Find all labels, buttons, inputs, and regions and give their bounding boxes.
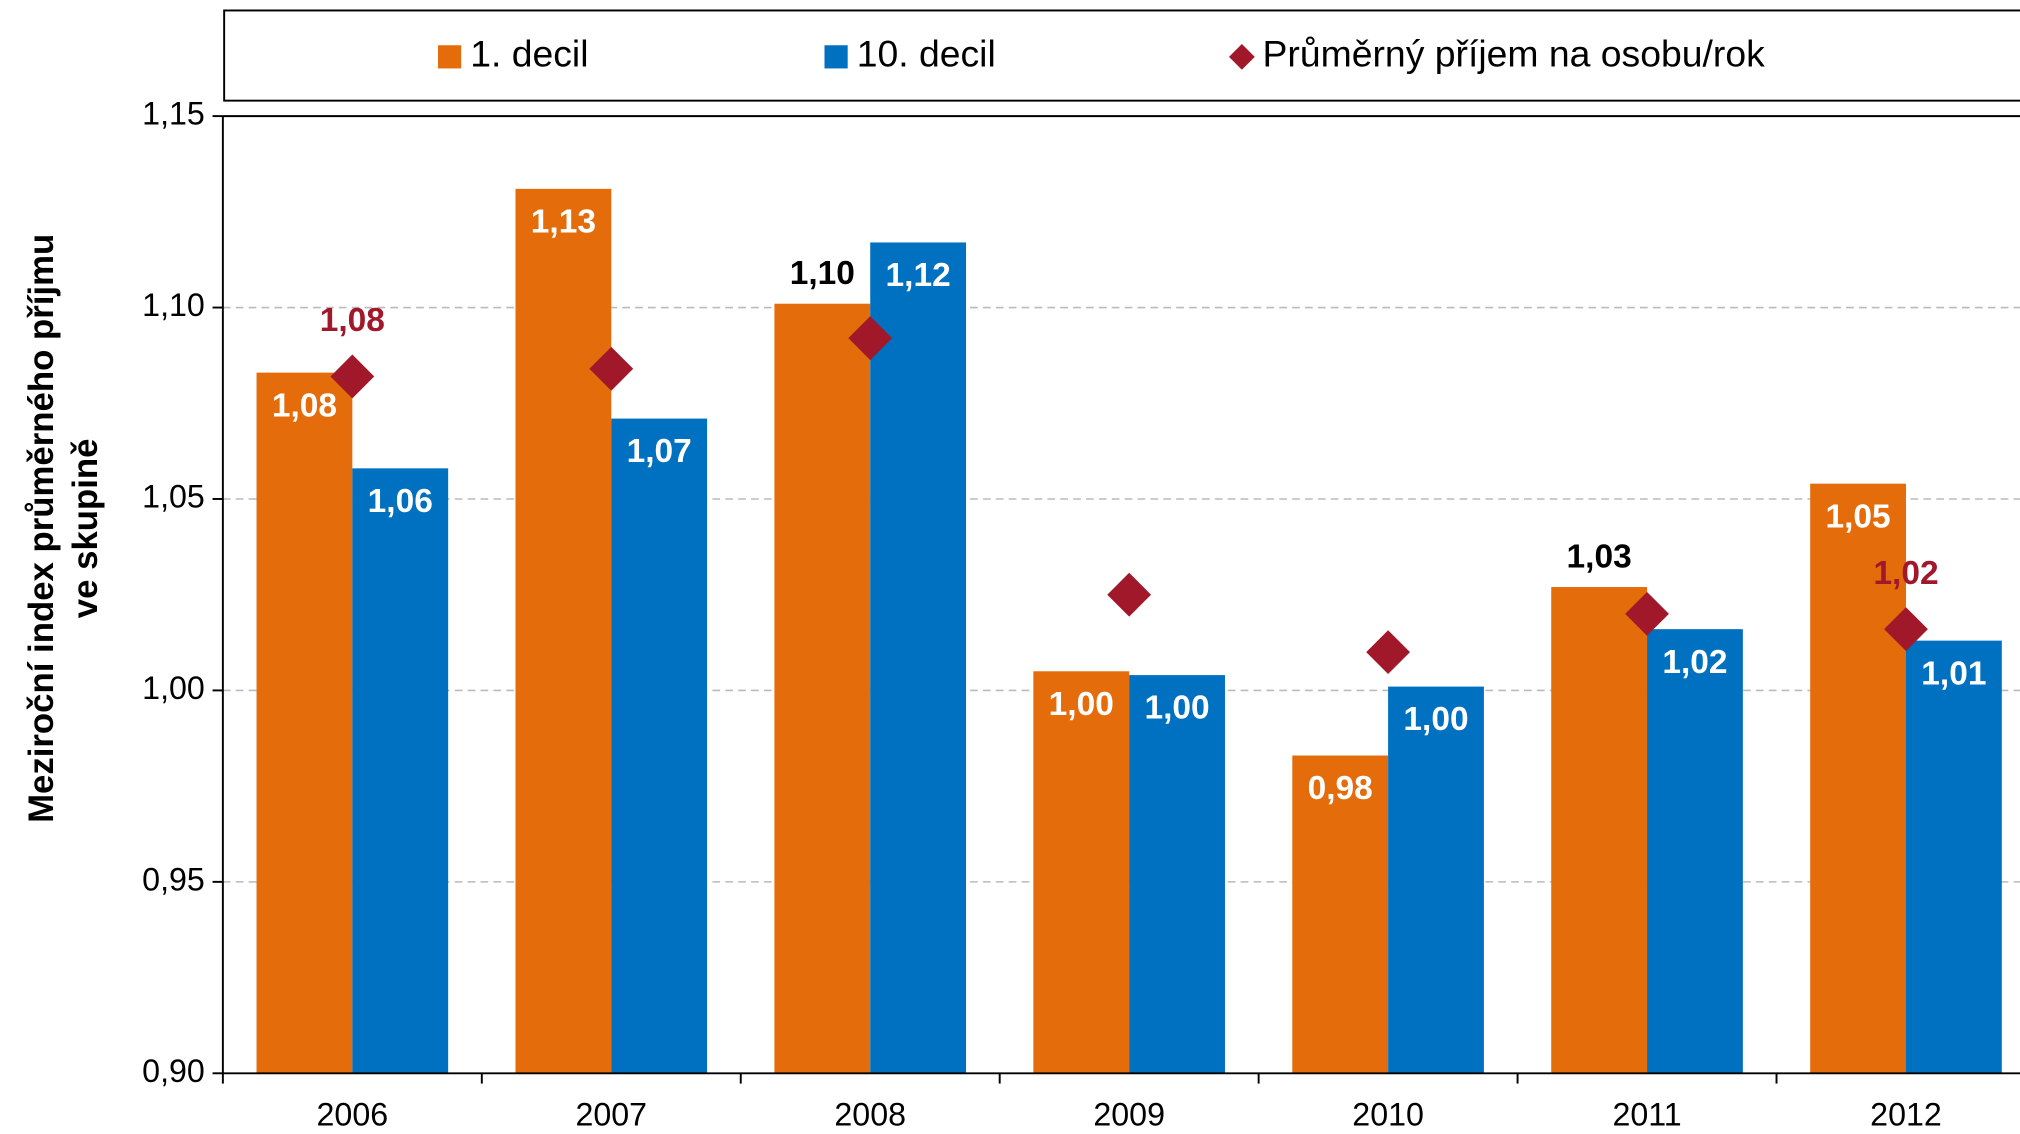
bar (1810, 483, 1906, 1074)
legend-marker (1229, 43, 1255, 70)
diamond-marker (848, 316, 893, 361)
legend-swatch (824, 45, 848, 69)
diamond-marker (1107, 572, 1152, 617)
x-tick-label: 2006 (317, 1097, 389, 1133)
diamond-marker (1884, 607, 1928, 652)
legend-label: 10. decil (857, 33, 996, 75)
bar (774, 303, 871, 1074)
y-axis-title-line: ve skupině (67, 439, 105, 619)
legend-box (223, 9, 2020, 102)
data-label: 1,00 (1403, 701, 1468, 738)
x-tick-label: 2012 (1870, 1097, 1942, 1133)
data-label: 1,00 (1049, 686, 1114, 723)
data-label: 1,02 (1873, 555, 1938, 592)
bar (1129, 675, 1225, 1074)
data-label: 1,02 (1662, 644, 1727, 681)
bar (870, 242, 967, 1074)
y-axis-title: Meziroční index průměrného příjmu ve sku… (23, 234, 105, 823)
bar (1905, 640, 2002, 1074)
bar (1033, 671, 1130, 1074)
data-label: 1,03 (1567, 539, 1632, 576)
y-tick-label: 0,95 (142, 861, 205, 897)
data-label: 1,05 (1825, 498, 1890, 535)
y-tick-label: 1,05 (142, 478, 205, 514)
diamond-marker (589, 346, 634, 391)
x-tick-label: 2007 (575, 1097, 647, 1133)
data-label: 1,10 (790, 255, 855, 292)
x-tick-label: 2010 (1352, 1097, 1424, 1133)
x-tick-label: 2009 (1093, 1097, 1165, 1133)
data-label: 1,06 (368, 483, 433, 520)
bar (515, 188, 612, 1074)
x-tick-label: 2008 (834, 1097, 906, 1133)
diamond-marker (1366, 630, 1411, 675)
data-label: 1,08 (320, 302, 385, 339)
x-tick-label: 2011 (1612, 1097, 1681, 1133)
bar (352, 468, 449, 1074)
data-label: 1,13 (531, 203, 596, 240)
legend-label: 1. decil (470, 33, 588, 75)
bar (1292, 755, 1389, 1074)
y-tick-label: 1,15 (142, 96, 205, 132)
y-tick-label: 0,90 (142, 1053, 205, 1089)
y-tick-label: 1,10 (142, 287, 205, 323)
bar (256, 372, 353, 1074)
y-axis-title-line: Meziroční index průměrného příjmu (23, 234, 61, 823)
data-label: 1,00 (1144, 690, 1209, 727)
data-label: 1,12 (886, 257, 951, 294)
legend-label: Průměrný příjem na osobu/rok (1263, 33, 1766, 75)
bar (611, 418, 708, 1074)
legend-swatch (438, 45, 462, 69)
data-label: 1,07 (627, 433, 692, 470)
diamond-marker (330, 354, 375, 399)
data-label: 0,98 (1308, 770, 1373, 807)
bar (1647, 629, 1743, 1074)
data-label: 1,01 (1921, 655, 1986, 692)
bar (1388, 686, 1484, 1074)
y-tick-label: 1,00 (142, 670, 205, 706)
bar (1551, 587, 1648, 1074)
data-label: 1,08 (272, 387, 337, 424)
